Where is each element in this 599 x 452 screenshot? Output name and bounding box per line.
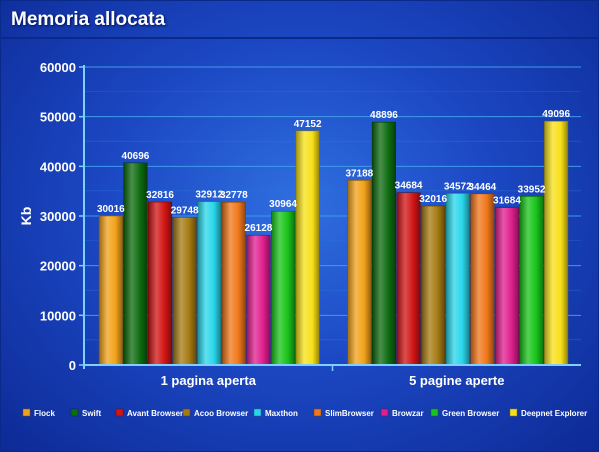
legend-label: Maxthon: [265, 409, 298, 418]
bar: [371, 121, 397, 366]
bars: [98, 120, 569, 366]
legend-swatch: [509, 408, 518, 417]
legend-swatch: [70, 408, 79, 417]
legend-label: Avant Browser: [127, 409, 183, 418]
title-divider: [1, 37, 598, 39]
data-label: 30964: [269, 199, 297, 210]
bar: [148, 201, 173, 366]
data-label: 32912: [195, 190, 223, 201]
y-tick-label: 0: [69, 358, 76, 373]
bar: [421, 205, 446, 366]
legend-label: Green Browser: [442, 409, 499, 418]
data-label: 33952: [518, 184, 546, 195]
legend-swatch: [22, 408, 31, 417]
data-label: 34684: [395, 181, 423, 192]
bar: [347, 179, 372, 366]
data-label: 34572: [444, 181, 472, 192]
legend-label: Deepnet Explorer: [521, 409, 587, 418]
data-label: 30016: [97, 204, 125, 215]
legend-swatch: [115, 408, 124, 417]
legend-swatch: [253, 408, 262, 417]
data-label: 37188: [345, 168, 373, 179]
bar: [544, 120, 569, 366]
legend-swatch: [313, 408, 322, 417]
legend-swatch: [182, 408, 191, 417]
data-label: 47152: [294, 119, 322, 130]
bar: [197, 201, 222, 366]
bar: [445, 192, 470, 366]
bar: [123, 162, 148, 366]
axes: 0 10000 20000 30000 40000 50000 60000 Kb 1 pagin…: [18, 60, 581, 388]
legend-label: Browzar: [392, 409, 424, 418]
data-label: 49096: [542, 109, 570, 120]
y-tick-label: 20000: [40, 259, 76, 274]
data-label: 32016: [419, 194, 447, 205]
y-axis-label: Kb: [18, 207, 34, 226]
bar: [470, 193, 495, 366]
data-label: 32778: [220, 190, 248, 201]
bar: [246, 234, 271, 366]
bar: [98, 215, 123, 366]
x-tick-label: 1 pagina aperta: [161, 373, 257, 388]
bar: [519, 196, 544, 366]
data-label: 40696: [122, 151, 150, 162]
data-label: 48896: [370, 110, 398, 121]
bar: [295, 130, 320, 366]
legend: Flock Swift Avant Browser Acoo Browser Maxth…: [22, 408, 587, 418]
data-label: 29748: [171, 205, 199, 216]
bar: [494, 207, 520, 366]
legend-label: Flock: [34, 409, 55, 418]
legend-label: SlimBrowser: [325, 409, 374, 418]
y-tick-label: 30000: [40, 209, 76, 224]
y-tick-label: 40000: [40, 159, 76, 174]
data-label: 26128: [245, 223, 273, 234]
legend-swatch: [430, 408, 439, 417]
chart-title: Memoria allocata: [11, 9, 166, 30]
bar: [396, 192, 421, 366]
legend-label: Acoo Browser: [194, 409, 248, 418]
y-tick-label: 50000: [40, 110, 76, 125]
x-tick-label: 5 pagine aperte: [409, 373, 504, 388]
y-tick-label: 60000: [40, 60, 76, 75]
data-label: 31684: [493, 196, 521, 207]
data-label: 34464: [468, 182, 496, 193]
legend-swatch: [380, 408, 389, 417]
legend-label: Swift: [82, 409, 101, 418]
bar: [270, 210, 296, 366]
bar: [221, 201, 246, 366]
y-tick-label: 10000: [40, 308, 76, 323]
data-label: 32816: [146, 190, 174, 201]
bar: [172, 216, 197, 366]
